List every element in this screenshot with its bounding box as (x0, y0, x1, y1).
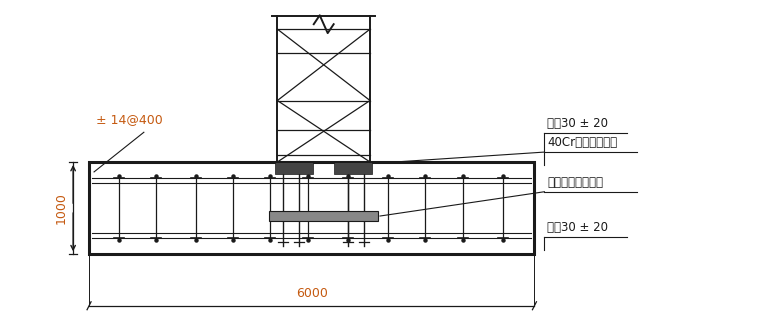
Text: 塔吊专用定位钉板: 塔吊专用定位钉板 (547, 176, 603, 189)
Text: 1000: 1000 (55, 192, 68, 224)
Text: ± 14@400: ± 14@400 (96, 113, 163, 126)
Text: 双吐30 ± 20: 双吐30 ± 20 (547, 117, 609, 130)
Text: 6000: 6000 (296, 287, 328, 300)
Bar (269, 211, 378, 221)
Text: 双吐30 ± 20: 双吐30 ± 20 (547, 221, 609, 234)
Bar (275, 162, 313, 174)
Bar (89, 162, 534, 254)
Text: 40Cr塔吊专用螺栓: 40Cr塔吊专用螺栓 (547, 136, 618, 149)
Bar (334, 162, 372, 174)
